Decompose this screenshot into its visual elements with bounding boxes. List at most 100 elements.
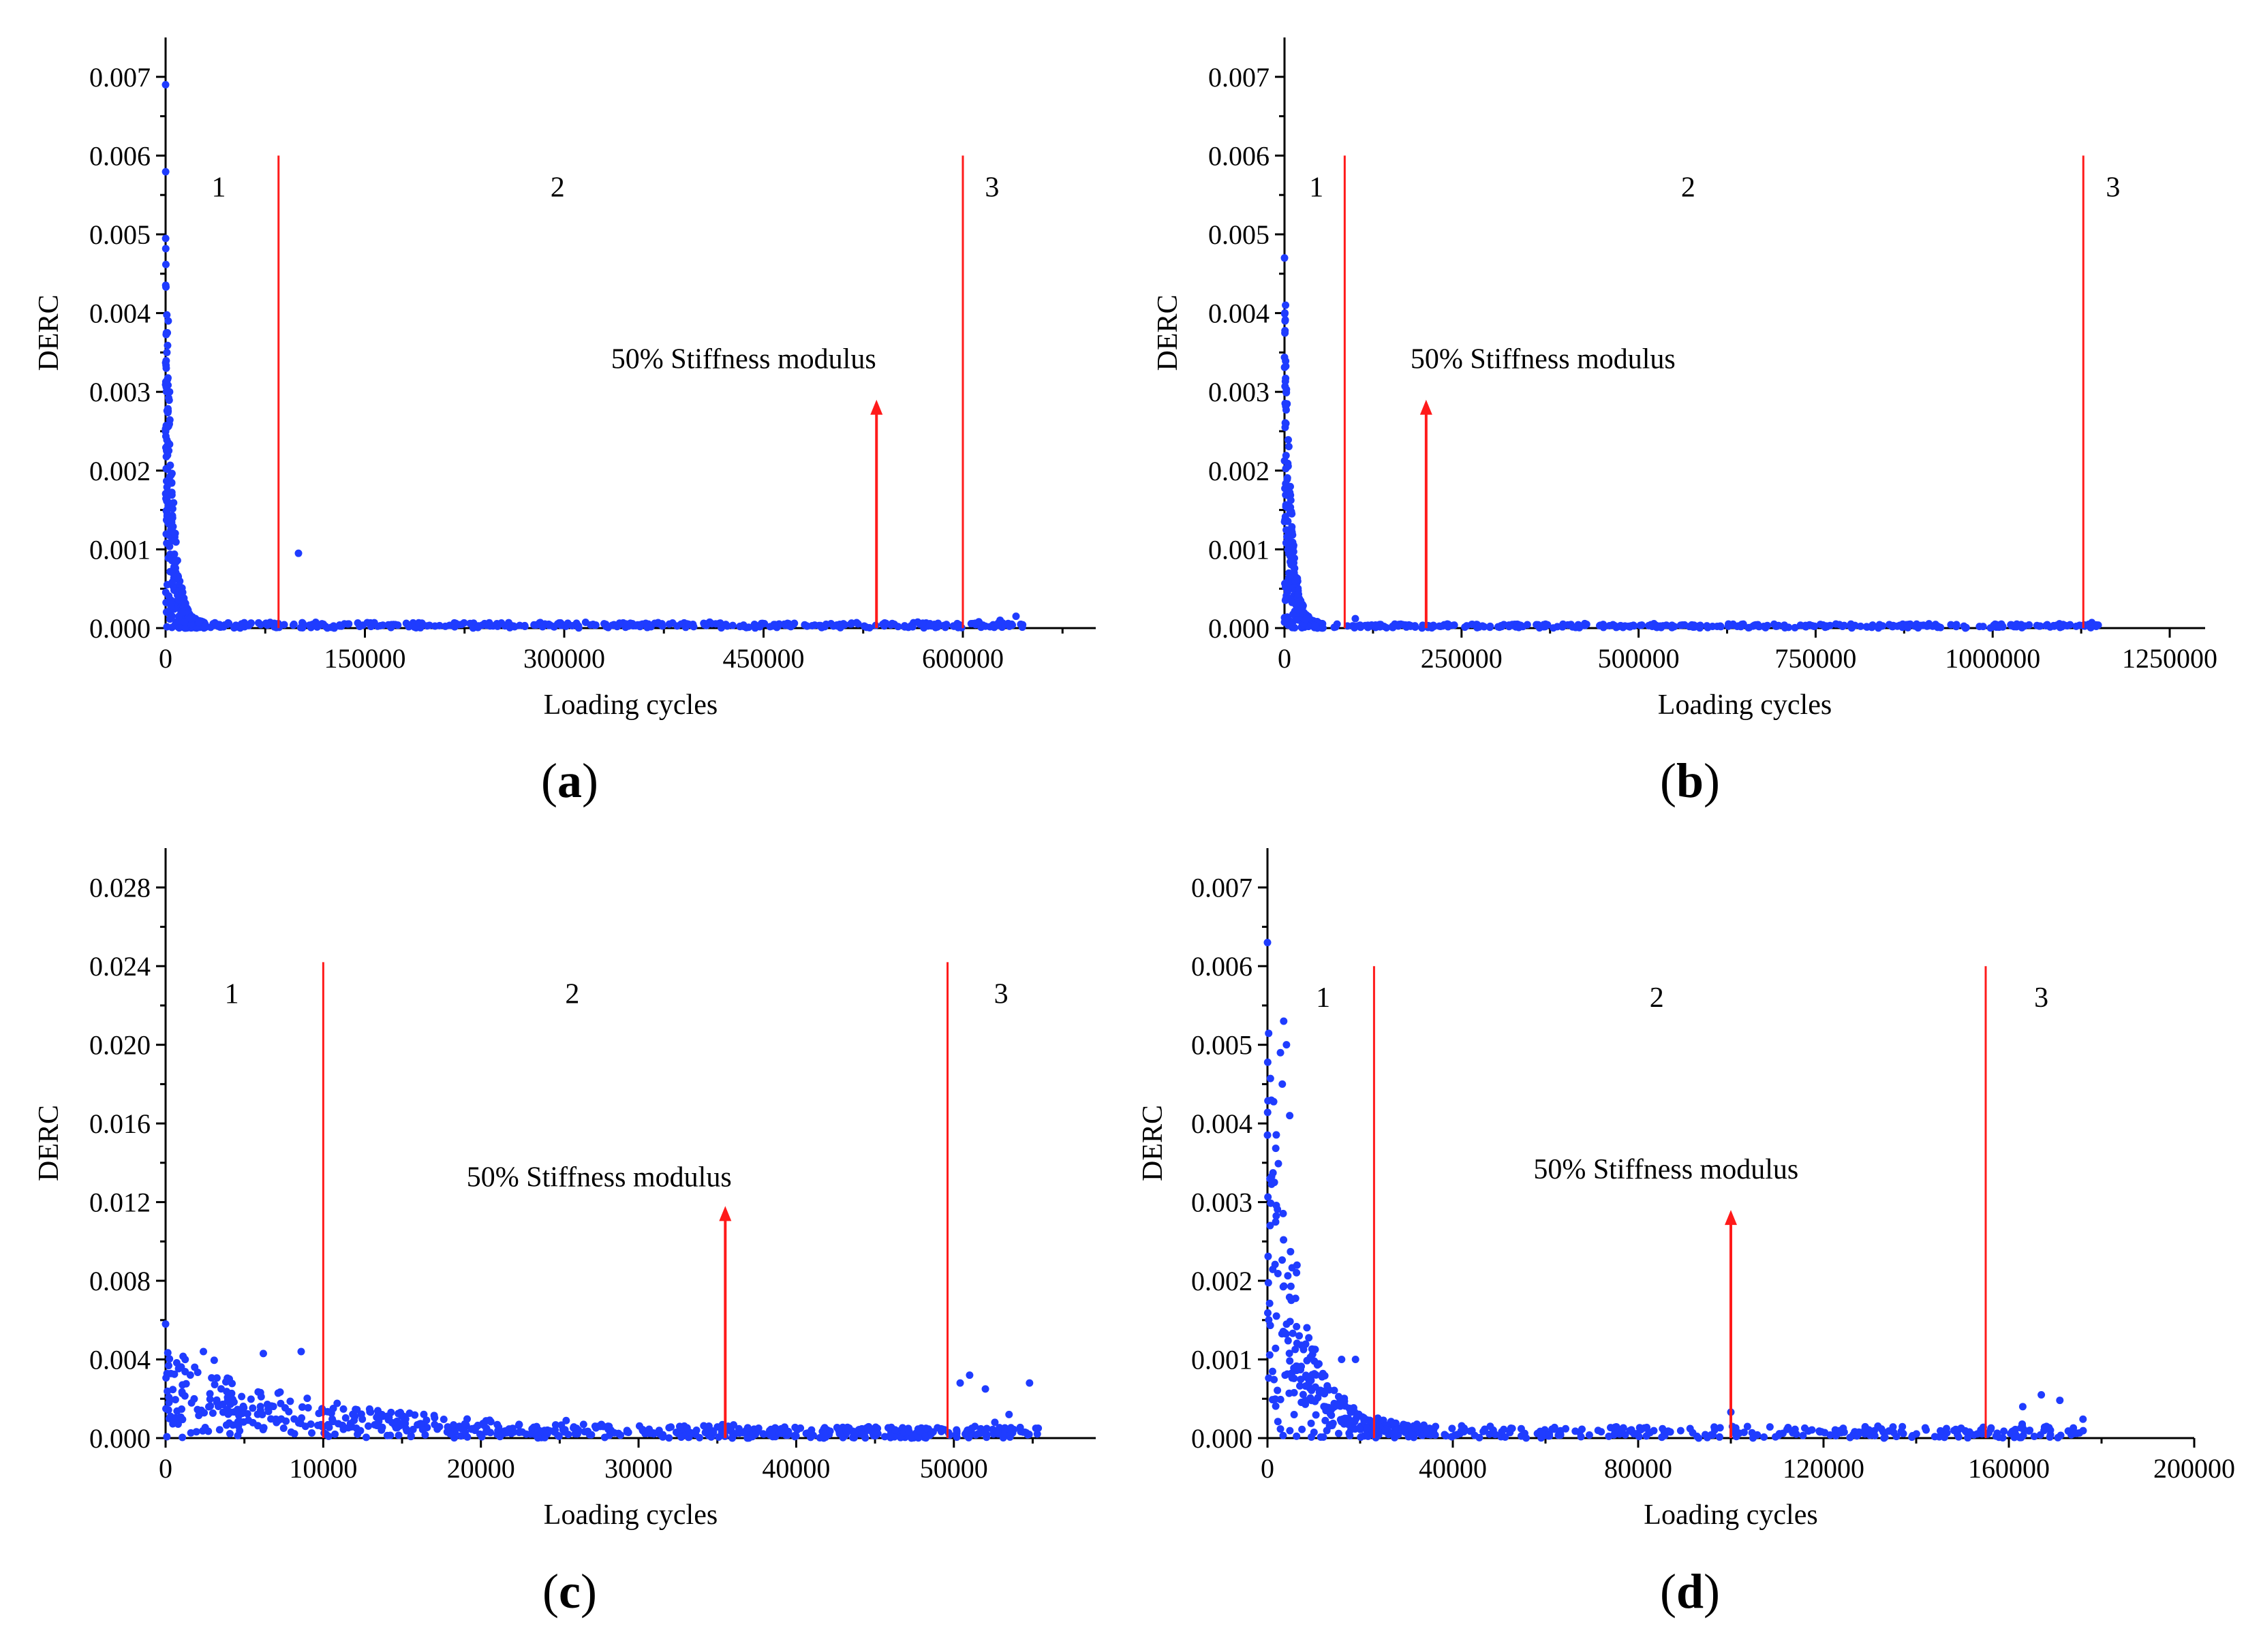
data-point xyxy=(374,1410,382,1418)
data-point xyxy=(1310,621,1319,629)
data-point xyxy=(1727,621,1735,629)
data-point xyxy=(175,624,183,632)
x-tick-label: 40000 xyxy=(1419,1453,1487,1484)
data-point xyxy=(301,1422,309,1431)
data-point xyxy=(1026,1379,1034,1387)
data-point xyxy=(286,1397,294,1405)
data-point xyxy=(187,1429,195,1437)
data-point xyxy=(170,1370,179,1378)
data-point xyxy=(1605,622,1614,630)
data-point xyxy=(529,1423,538,1431)
data-point xyxy=(891,1426,899,1434)
data-point xyxy=(549,623,557,631)
scatter-series xyxy=(162,1320,1043,1442)
data-point xyxy=(701,621,709,629)
data-point xyxy=(1338,1356,1346,1364)
data-point xyxy=(304,1403,312,1412)
data-point xyxy=(1952,623,1960,631)
data-point xyxy=(1297,1375,1305,1384)
data-point xyxy=(1366,622,1374,630)
data-point xyxy=(1686,1424,1694,1433)
data-point xyxy=(1707,1431,1715,1439)
data-point xyxy=(1628,1428,1636,1436)
data-point xyxy=(1280,353,1289,361)
data-point xyxy=(168,612,176,620)
data-point xyxy=(421,1431,429,1439)
data-point xyxy=(1305,1334,1313,1342)
y-axis-title: DERC xyxy=(1137,1105,1169,1181)
data-point xyxy=(1280,614,1289,622)
data-point xyxy=(655,1427,663,1435)
data-point xyxy=(1004,619,1012,627)
x-tick-label: 250000 xyxy=(1421,643,1503,674)
data-point xyxy=(1481,1425,1489,1433)
y-axis-title: DERC xyxy=(33,1105,65,1181)
data-point xyxy=(1990,623,1998,631)
data-point xyxy=(1345,1404,1353,1412)
panel-label: (d) xyxy=(1660,1564,1720,1619)
x-axis-title: Loading cycles xyxy=(544,1499,718,1531)
data-point xyxy=(1450,621,1458,629)
data-point xyxy=(615,620,624,628)
data-point xyxy=(851,1430,859,1438)
data-point xyxy=(1005,1410,1013,1418)
data-point xyxy=(170,537,179,545)
data-point xyxy=(1280,1236,1288,1244)
data-point xyxy=(656,620,664,628)
data-point xyxy=(181,618,189,626)
data-point xyxy=(667,1423,675,1431)
data-point xyxy=(1418,624,1426,632)
data-point xyxy=(1285,1350,1293,1358)
data-point xyxy=(325,1423,333,1431)
data-point xyxy=(232,621,240,629)
data-point xyxy=(1432,1422,1440,1431)
data-point xyxy=(164,1362,172,1370)
data-point xyxy=(1295,590,1303,598)
data-point xyxy=(1856,622,1864,630)
y-tick-label: 0.000 xyxy=(89,613,151,644)
data-point xyxy=(2017,1433,2025,1441)
data-point xyxy=(1881,1433,1889,1441)
x-tick-label: 50000 xyxy=(920,1453,988,1484)
y-tick-label: 0.006 xyxy=(89,140,151,171)
data-point xyxy=(191,1363,199,1371)
data-point xyxy=(356,621,365,629)
data-point xyxy=(1716,1424,1724,1432)
chart-panel-b: 0.000 0.001 0.002 0.003 0.004 0.005 0.006 0.007… xyxy=(1152,37,2217,808)
y-tick-label: 0.000 xyxy=(89,1423,151,1454)
data-point xyxy=(365,1422,373,1430)
data-point xyxy=(1351,622,1359,630)
data-point xyxy=(168,578,176,587)
data-point xyxy=(677,1433,686,1441)
data-point xyxy=(1847,620,1855,628)
x-tick-label: 0 xyxy=(159,1453,172,1484)
data-point xyxy=(1284,1272,1292,1280)
stiffness-annotation: 50% Stiffness modulus xyxy=(611,344,876,375)
data-point xyxy=(1265,1315,1273,1324)
data-point xyxy=(1409,1433,1417,1441)
arrow-head-icon xyxy=(1725,1210,1737,1226)
data-point xyxy=(848,619,856,627)
data-point xyxy=(999,1434,1007,1442)
data-point xyxy=(257,1392,265,1401)
data-point xyxy=(351,1412,359,1420)
data-point xyxy=(409,1425,417,1433)
data-point xyxy=(1708,622,1717,630)
data-point xyxy=(171,1414,179,1422)
data-point xyxy=(956,1379,964,1387)
data-point xyxy=(689,620,697,628)
data-point xyxy=(953,1433,961,1441)
y-tick-label: 0.006 xyxy=(1191,951,1252,982)
data-point xyxy=(1012,612,1020,621)
y-tick-label: 0.000 xyxy=(1208,613,1270,644)
data-point xyxy=(1303,1356,1311,1365)
data-point xyxy=(260,1424,268,1432)
data-point xyxy=(164,451,172,459)
data-point xyxy=(1282,526,1291,534)
data-point xyxy=(716,621,724,629)
data-point xyxy=(166,567,174,576)
data-point xyxy=(1781,624,1789,632)
data-point xyxy=(1289,1329,1297,1337)
data-point xyxy=(1289,610,1297,619)
data-point xyxy=(981,1385,989,1393)
